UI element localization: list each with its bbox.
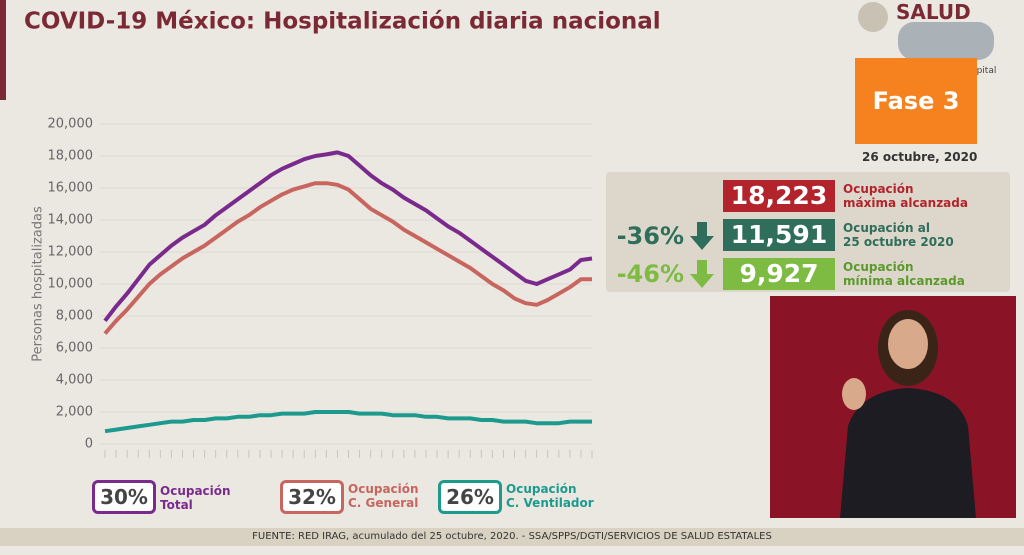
stat-label: Ocupación mínima alcanzada <box>843 260 965 288</box>
y-tick-label: 6,000 <box>56 341 93 356</box>
down-arrow <box>690 222 714 250</box>
legend-name: Ocupación Total <box>160 484 231 512</box>
legend-name: Ocupación C. Ventilador <box>506 482 594 510</box>
legend-share: 30% <box>92 480 156 514</box>
legend-name: Ocupación C. General <box>348 482 419 510</box>
series-line <box>103 181 592 335</box>
down-arrow <box>690 260 714 288</box>
chart-title: COVID-19 México: Hospitalización diaria … <box>24 9 661 35</box>
stat-value: 9,927 <box>723 258 835 290</box>
accent-bar <box>0 0 6 100</box>
y-tick-label: 2,000 <box>56 405 93 420</box>
y-tick-label: 16,000 <box>48 181 94 196</box>
series-line <box>104 410 592 434</box>
logo-title: SALUD <box>896 0 971 24</box>
stat-change: -36% <box>616 222 684 250</box>
y-axis-label: Personas hospitalizadas <box>31 206 46 362</box>
y-tick-label: 20,000 <box>48 117 94 132</box>
date: 26 octubre, 2020 <box>862 150 978 164</box>
phase-box: Fase 3 <box>855 58 977 144</box>
legend-share: 32% <box>280 480 344 514</box>
stat-label: Ocupación máxima alcanzada <box>843 182 968 210</box>
emblem <box>858 2 888 32</box>
y-tick-label: 8,000 <box>56 309 93 324</box>
y-tick-label: 4,000 <box>56 373 93 388</box>
stat-change: -46% <box>616 260 684 288</box>
stat-value: 11,591 <box>723 219 835 251</box>
stat-label: Ocupación al 25 octubre 2020 <box>843 221 954 249</box>
series-line <box>103 150 593 323</box>
y-tick-label: 0 <box>85 437 93 452</box>
y-tick-label: 18,000 <box>48 149 94 164</box>
logo-mark <box>898 22 994 60</box>
y-tick-label: 12,000 <box>48 245 94 260</box>
legend-share: 26% <box>438 480 502 514</box>
footer: FUENTE: RED IRAG, acumulado del 25 octub… <box>0 528 1024 546</box>
y-tick-label: 10,000 <box>48 277 94 292</box>
video-feed <box>770 296 1016 518</box>
y-tick-label: 14,000 <box>48 213 94 228</box>
stat-value: 18,223 <box>723 180 835 212</box>
